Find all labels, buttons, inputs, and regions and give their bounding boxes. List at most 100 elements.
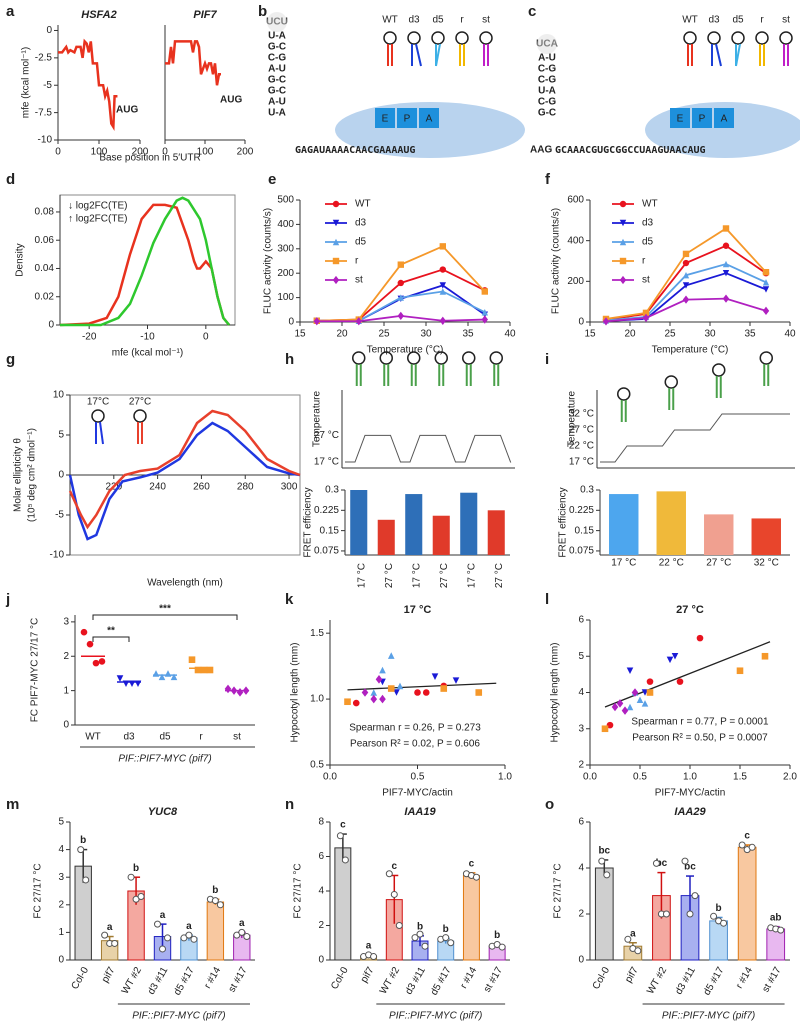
y-tick-label: 0: [46, 25, 52, 36]
x-axis-label: PIF::PIF7-MYC (pif7): [389, 1011, 482, 1022]
hairpin-loop: [489, 351, 503, 365]
y-tick-label: 2: [578, 909, 584, 920]
variant-label: st: [782, 15, 790, 26]
x-tick-label: 27 °C: [384, 563, 395, 588]
significance-letter: bc: [684, 862, 696, 873]
significance-letter: bc: [598, 846, 610, 857]
sequence: GAGAUAAAACAACGAAAAUG: [295, 145, 415, 156]
marker: [671, 652, 679, 660]
legend-label: 27°C: [129, 397, 151, 408]
y-tick-label: 0.225: [569, 505, 594, 516]
y-tick-label: 0: [58, 470, 64, 481]
x-tick-label: 2.0: [783, 772, 797, 783]
hairpin-loop: [91, 409, 105, 423]
hairpin-loop: [434, 351, 448, 365]
marker: [722, 225, 730, 232]
x-tick-label: WT #2: [645, 965, 669, 996]
marker: [393, 689, 400, 696]
x-tick-label: d5: [159, 732, 171, 743]
y-tick-label: -2.5: [35, 52, 53, 63]
y-tick-label: 0.08: [35, 207, 55, 218]
y-tick-label: 1.5: [310, 628, 324, 639]
y-tick-label: 10: [53, 390, 65, 401]
data-point: [82, 876, 90, 884]
marker: [98, 658, 106, 665]
marker: [397, 279, 404, 287]
x-tick-label: r: [199, 732, 203, 743]
variant-label: d5: [432, 15, 444, 26]
ribosome-site: [419, 108, 439, 128]
legend-label: d3: [642, 218, 654, 229]
data-point: [164, 934, 171, 942]
site-label: A: [426, 114, 433, 125]
y-tick-label: 4: [318, 886, 324, 897]
panel-letter: d: [6, 171, 15, 188]
x-tick-label: st: [233, 732, 241, 743]
marker: [194, 666, 202, 674]
marker: [762, 268, 770, 276]
data-point: [738, 841, 746, 849]
data-point: [691, 892, 699, 900]
marker: [134, 680, 142, 688]
significance-letter: c: [744, 831, 750, 842]
bar: [704, 514, 734, 555]
marker: [397, 261, 404, 268]
panel-letter: h: [285, 351, 294, 368]
significance-letter: a: [107, 922, 113, 933]
bar: [432, 515, 450, 555]
y-axis-label: Hypocotyl length (mm): [290, 642, 301, 742]
marker: [722, 270, 730, 277]
x-tick-label: 0: [55, 147, 61, 158]
marker: [626, 667, 634, 675]
marker: [646, 678, 654, 685]
temperature-trace: [345, 434, 512, 463]
hairpin-loop: [133, 409, 147, 423]
marker: [682, 282, 690, 289]
marker: [439, 243, 446, 250]
significance-letter: ab: [770, 912, 782, 923]
x-tick-label: 17 °C: [356, 563, 367, 588]
data-point: [185, 931, 193, 939]
y-axis-label: FC PIF7-MYC 27/17 °C: [30, 618, 41, 723]
marker: [642, 313, 650, 323]
marker: [439, 316, 446, 325]
line: [68, 421, 301, 541]
y-tick-label: 600: [567, 195, 584, 206]
x-axis-label: Wavelength (nm): [147, 578, 223, 589]
x-tick-label: st #17: [482, 965, 505, 994]
line: [58, 38, 118, 131]
significance-letter: b: [212, 885, 218, 896]
marker: [616, 699, 624, 708]
legend-marker: [619, 275, 627, 285]
bar: [350, 490, 368, 555]
stem-pair: U-A: [268, 31, 286, 42]
bar: [405, 494, 423, 555]
legend-label: r: [642, 256, 646, 267]
marker: [397, 294, 404, 301]
marker: [224, 684, 232, 694]
marker: [722, 242, 730, 249]
legend-label: ↑ log2FC(TE): [68, 214, 127, 225]
bar: [751, 518, 781, 555]
legend-label: WT: [642, 199, 658, 210]
panel-letter: j: [5, 591, 10, 608]
data-point: [390, 890, 398, 898]
y-tick-label: 2: [63, 651, 69, 662]
data-point: [370, 953, 378, 961]
data-point: [447, 939, 455, 947]
data-point: [421, 942, 429, 950]
data-point: [681, 857, 689, 865]
marker: [722, 294, 730, 303]
data-point: [720, 919, 728, 927]
marker: [188, 656, 196, 663]
y-axis-label: FLUC activity (counts/s): [551, 208, 562, 314]
hairpin-loop: [479, 31, 493, 45]
y-axis-label: FC 27/17 °C: [33, 863, 44, 918]
y-tick-label: 3: [58, 872, 64, 883]
data-point: [211, 897, 219, 905]
x-tick-label: WT #2: [120, 965, 144, 996]
y-tick-label: -10: [50, 550, 65, 561]
stem-pair: A-U: [268, 64, 286, 75]
x-tick-label: 20: [336, 329, 348, 340]
x-tick-label: r #14: [458, 965, 479, 991]
